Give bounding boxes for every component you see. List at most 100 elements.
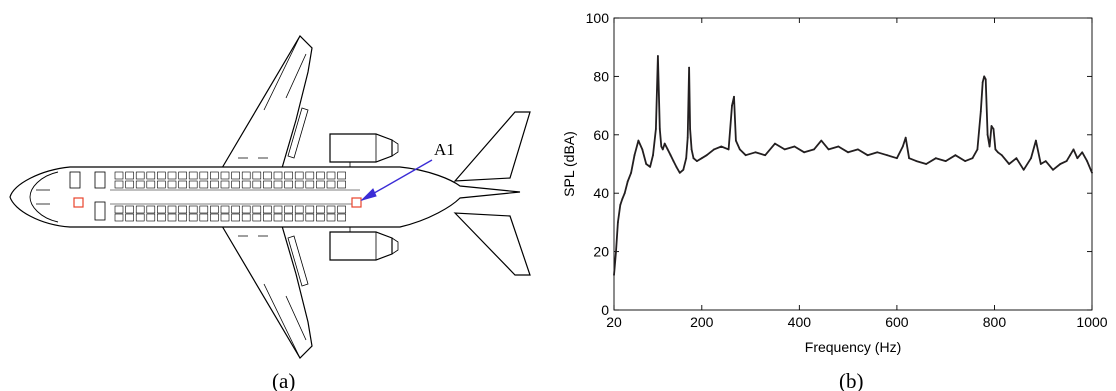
spl-data-point <box>774 142 776 145</box>
seat <box>231 213 240 222</box>
spl-data-point <box>915 160 918 163</box>
spl-data-point <box>925 163 928 165</box>
seat <box>135 205 145 214</box>
spl-data-point <box>988 145 991 148</box>
spl-data-point <box>655 128 657 130</box>
spl-data-point <box>1059 163 1062 165</box>
spl-data-point <box>803 151 806 154</box>
spl-data-point <box>738 148 741 151</box>
spl-data-point <box>876 151 879 154</box>
seat <box>157 205 166 214</box>
spl-data-point <box>976 148 979 151</box>
spl-data-point <box>1052 168 1054 171</box>
seat <box>178 180 187 189</box>
seat <box>167 205 177 214</box>
x-tick-label: 800 <box>983 314 1007 330</box>
spl-data-point <box>744 154 747 157</box>
seat <box>273 171 283 180</box>
seat <box>284 205 293 214</box>
spl-data-point <box>764 154 767 157</box>
seat <box>316 205 325 214</box>
seat <box>294 213 304 222</box>
spl-data-point <box>661 148 664 151</box>
seat <box>146 205 156 214</box>
seat <box>178 213 187 222</box>
seat <box>135 171 145 180</box>
seat <box>114 205 124 214</box>
spl-data-point <box>813 148 815 151</box>
spl-data-point <box>754 151 757 154</box>
seat <box>135 213 145 222</box>
spl-data-point <box>944 160 947 163</box>
spl-data-point <box>633 154 636 157</box>
seat <box>220 180 230 189</box>
spl-data-point <box>997 151 999 154</box>
seat <box>125 213 134 222</box>
seat <box>167 171 177 180</box>
seat <box>157 171 166 180</box>
spl-data-point <box>793 145 796 148</box>
seat <box>146 213 156 222</box>
seat <box>284 213 293 222</box>
y-tick-label: 40 <box>593 185 609 201</box>
spl-data-point <box>735 139 737 142</box>
seat <box>125 180 134 189</box>
spl-data-point <box>1091 171 1093 174</box>
seat <box>146 171 156 180</box>
spl-data-point <box>657 55 659 57</box>
spl-data-point <box>896 157 898 160</box>
spl-data-point <box>713 148 715 151</box>
seat <box>305 205 315 214</box>
spl-data-point <box>1000 154 1003 157</box>
seat <box>135 180 145 189</box>
seat <box>263 205 272 214</box>
seat <box>316 171 325 180</box>
seat <box>326 180 336 189</box>
spl-data-point <box>692 157 695 160</box>
spl-data-point <box>1072 148 1075 151</box>
spl-data-point <box>1065 160 1068 163</box>
upper-engine <box>329 133 393 163</box>
lower-engine <box>329 231 393 261</box>
spl-data-point <box>682 168 685 171</box>
a1-marker <box>351 197 362 208</box>
spl-data-point <box>666 148 669 151</box>
spl-data-point <box>1039 163 1042 165</box>
spl-data-point <box>984 78 987 81</box>
plot-frame <box>613 17 1093 311</box>
spl-data-point <box>1030 157 1032 160</box>
seat <box>188 171 198 180</box>
seat <box>305 180 315 189</box>
seat <box>167 180 177 189</box>
spl-data-point <box>731 104 733 107</box>
seat <box>316 180 325 189</box>
seat <box>337 205 346 214</box>
spl-data-point <box>1008 163 1010 165</box>
seat <box>252 180 262 189</box>
seat <box>188 213 198 222</box>
spl-data-point <box>964 160 967 163</box>
spl-data-point <box>886 154 888 157</box>
seat <box>125 205 134 214</box>
spl-data-point <box>705 154 708 157</box>
spl-data-point <box>617 221 619 224</box>
spl-data-point <box>979 110 982 113</box>
seat <box>188 205 198 214</box>
seat <box>294 180 304 189</box>
a1-label: A1 <box>434 140 455 159</box>
spl-data-point <box>783 148 786 151</box>
caption-b: (b) <box>839 369 864 391</box>
cockpit-marker <box>73 197 84 208</box>
seat <box>220 171 230 180</box>
seat <box>188 180 198 189</box>
spl-data-point <box>901 145 904 148</box>
tail-lower <box>453 212 531 276</box>
spl-data-point <box>1015 157 1018 160</box>
y-tick-label: 80 <box>593 68 609 84</box>
spl-data-point <box>1076 157 1079 160</box>
spl-data-point <box>649 166 651 168</box>
spl-data-point <box>663 142 666 145</box>
spl-data-point <box>986 133 989 136</box>
spl-data-point <box>837 145 840 148</box>
